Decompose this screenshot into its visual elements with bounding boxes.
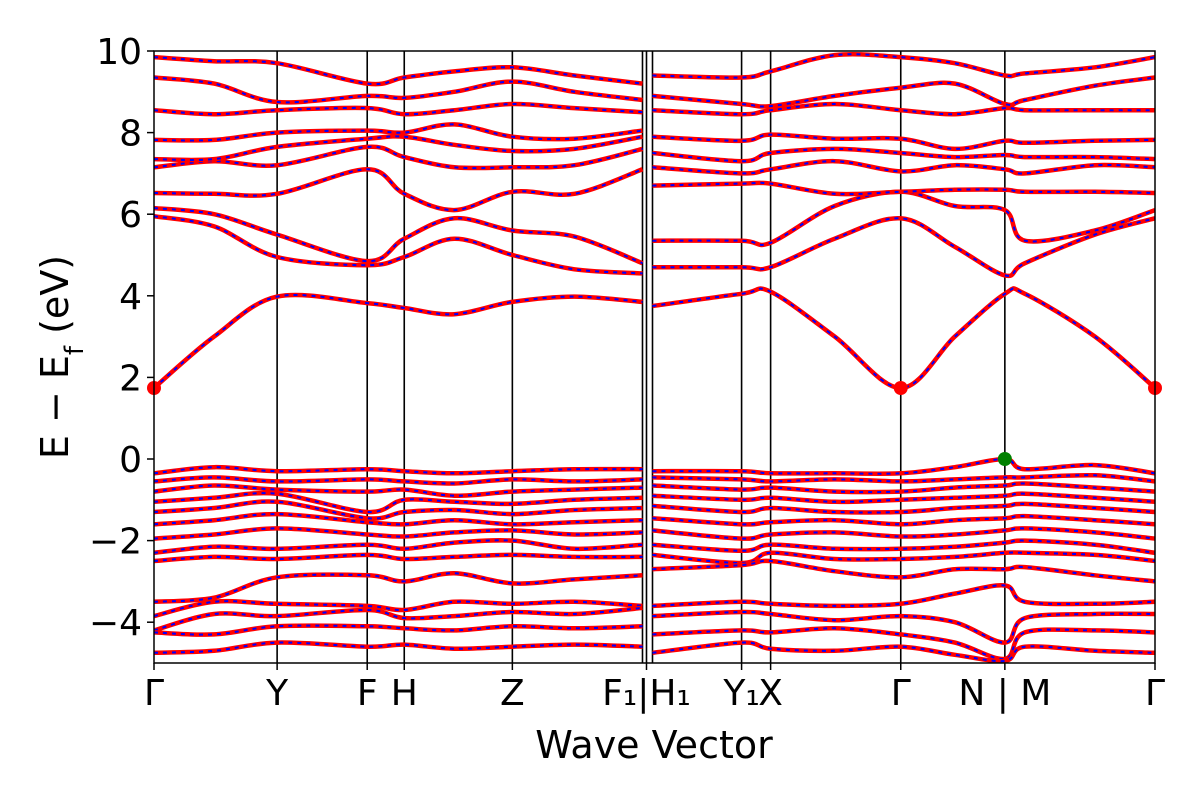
band-line-dashed — [652, 610, 1155, 644]
band-line-dashed — [154, 135, 643, 162]
band-line-dashed — [154, 600, 643, 618]
cbm-marker — [893, 381, 908, 396]
band-line-dashed — [154, 513, 643, 526]
x-axis-title: Wave Vector — [535, 723, 773, 767]
x-tick-label: Y₁ — [722, 673, 759, 714]
band-line-dashed — [652, 627, 1155, 660]
y-axis-ticks: −4 −2 0 2 4 6 8 10 — [89, 32, 154, 644]
x-tick-label: Z — [500, 673, 525, 714]
plot-frame — [153, 50, 1156, 664]
y-axis-title-subscript: f — [60, 345, 90, 355]
band-line-dashed — [652, 181, 1155, 196]
y-tick-label: 10 — [96, 32, 142, 73]
band-line-dashed — [652, 160, 1155, 175]
band-line-dashed — [652, 217, 1155, 277]
band-line-dashed — [154, 476, 643, 485]
band-line-dashed — [652, 551, 1155, 565]
band-line-dashed — [652, 492, 1155, 503]
band-line-dashed — [652, 133, 1155, 150]
x-axis-ticks: Γ Y F H Z F₁|H₁ Y₁X Γ N | M Γ — [144, 663, 1165, 714]
x-tick-label: X — [758, 673, 783, 714]
vbm-marker — [997, 452, 1012, 466]
band-line-dashed — [154, 539, 643, 554]
x-tick-label: N | M — [958, 673, 1051, 714]
band-line-dashed — [154, 527, 643, 540]
band-line-dashed — [652, 502, 1155, 514]
band-line-dashed — [154, 572, 643, 603]
y-tick-label: −4 — [89, 603, 142, 644]
y-tick-label: 2 — [119, 358, 142, 399]
x-tick-label: Y — [265, 673, 289, 714]
band-line-dashed — [154, 624, 643, 636]
band-line-dashed — [154, 500, 643, 520]
band-line-dashed — [154, 293, 643, 389]
band-line-dashed — [154, 145, 643, 170]
x-tick-label: H — [391, 673, 418, 714]
band-line-dashed — [652, 584, 1155, 607]
band-line-dashed — [154, 492, 643, 514]
y-axis-title-main: E − E — [33, 355, 77, 459]
band-line-dashed — [154, 215, 643, 275]
extrema-markers — [147, 381, 1162, 466]
band-line-dashed — [652, 147, 1155, 163]
y-tick-label: 6 — [119, 195, 142, 236]
band-line-dashed — [652, 457, 1155, 475]
x-tick-label: F — [357, 673, 378, 714]
band-line-dashed — [652, 539, 1155, 554]
band-line-dashed — [154, 102, 643, 116]
band-line-dashed — [652, 474, 1155, 483]
band-line-dashed — [154, 606, 643, 632]
band-line-dashed — [154, 56, 643, 86]
x-tick-label: Γ — [1145, 673, 1165, 714]
band-line-dashed — [652, 559, 1155, 583]
band-line-dashed — [652, 287, 1155, 390]
y-axis-title: E − Ef (eV) — [33, 255, 90, 459]
band-line-dashed — [652, 102, 1155, 116]
band-line-dashed — [652, 53, 1155, 79]
y-tick-label: 0 — [119, 440, 142, 481]
x-tick-label: F₁|H₁ — [602, 673, 691, 714]
band-line-dashed — [652, 641, 1155, 663]
band-line-dashed — [154, 466, 643, 475]
y-axis-title-unit: (eV) — [33, 255, 77, 346]
band-line-dashed — [154, 207, 643, 265]
band-line-dashed — [154, 553, 643, 562]
y-tick-label: 8 — [119, 114, 142, 155]
band-line-dashed — [154, 76, 643, 104]
band-line-dashed — [652, 76, 1155, 108]
y-tick-label: −2 — [89, 522, 142, 563]
band-lines — [154, 51, 1155, 663]
band-line-dashed — [154, 168, 643, 212]
band-line-dashed — [154, 123, 643, 142]
band-line-dashed — [652, 482, 1155, 494]
band-line-dashed — [154, 484, 643, 497]
y-tick-label: 4 — [119, 277, 142, 318]
band-line-dashed — [154, 641, 643, 654]
band-line-dashed — [652, 190, 1155, 246]
x-tick-label: Γ — [891, 673, 911, 714]
band-line-dashed — [652, 515, 1155, 526]
band-line-dashed — [652, 527, 1155, 540]
x-tick-label: Γ — [144, 673, 164, 714]
